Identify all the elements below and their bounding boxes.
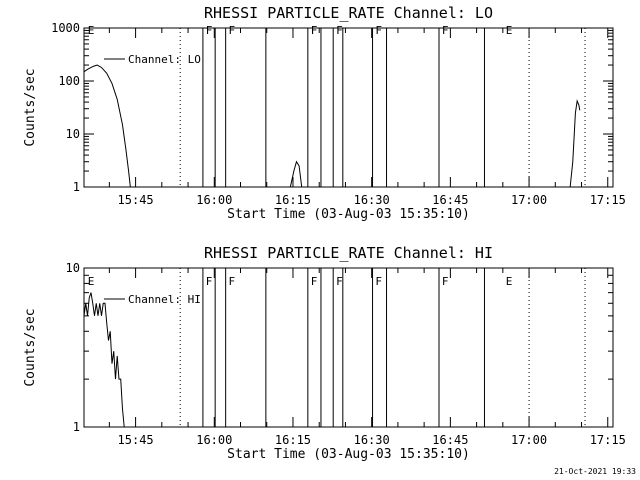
x-tick-label: 16:15 <box>275 193 311 207</box>
plot-frame <box>83 267 614 428</box>
event-flag: E <box>506 275 513 288</box>
event-flag: F <box>375 275 382 288</box>
legend-label: Channel: HI <box>128 293 201 306</box>
series-line <box>289 160 303 188</box>
chart-title: RHESSI PARTICLE_RATE Channel: LO <box>204 4 493 22</box>
chart-panel: RHESSI PARTICLE_RATE Channel: LO 1 10 100 10… <box>23 4 626 222</box>
chart-title: RHESSI PARTICLE_RATE Channel: HI <box>204 244 493 262</box>
series-line <box>569 99 581 188</box>
plot-frame <box>83 27 614 188</box>
event-flag: F <box>229 24 236 37</box>
x-tick-label: 16:30 <box>354 433 390 447</box>
event-flag: F <box>206 24 213 37</box>
y-tick-label: 1 <box>73 420 80 434</box>
x-tick-label: 16:45 <box>432 433 468 447</box>
x-tick-label: 17:00 <box>511 433 547 447</box>
event-flag: F <box>206 275 213 288</box>
x-tick-label: 16:30 <box>354 193 390 207</box>
series-line <box>83 292 125 428</box>
x-tick-label: 16:00 <box>196 193 232 207</box>
event-flag: F <box>442 275 449 288</box>
chart-panel: RHESSI PARTICLE_RATE Channel: HI 1 10 Count… <box>23 244 626 462</box>
event-flag: E <box>506 24 513 37</box>
x-axis-label: Start Time (03-Aug-03 15:35:10) <box>227 447 470 462</box>
x-axis-label: Start Time (03-Aug-03 15:35:10) <box>227 207 470 222</box>
x-tick-label: 15:45 <box>118 433 154 447</box>
timestamp-label: 21-Oct-2021 19:33 <box>554 467 636 476</box>
event-flag: E <box>88 275 95 288</box>
x-tick-label: 15:45 <box>118 193 154 207</box>
event-flag: F <box>311 24 318 37</box>
event-flag: F <box>442 24 449 37</box>
x-tick-label: 17:00 <box>511 193 547 207</box>
y-tick-label: 1000 <box>51 21 80 35</box>
y-tick-label: 100 <box>58 74 80 88</box>
y-tick-label: 1 <box>73 180 80 194</box>
x-tick-label: 16:15 <box>275 433 311 447</box>
legend-label: Channel: LO <box>128 53 201 66</box>
y-axis-label: Counts/sec <box>23 308 38 386</box>
event-flag: F <box>375 24 382 37</box>
x-tick-label: 16:45 <box>432 193 468 207</box>
series-line <box>83 64 131 188</box>
event-flag: F <box>336 275 343 288</box>
y-axis-label: Counts/sec <box>23 68 38 146</box>
y-tick-label: 10 <box>66 127 80 141</box>
y-tick-label: 10 <box>66 261 80 275</box>
event-flag: F <box>336 24 343 37</box>
x-tick-label: 17:15 <box>590 433 626 447</box>
event-flag: E <box>88 24 95 37</box>
event-flag: F <box>229 275 236 288</box>
event-flag: F <box>311 275 318 288</box>
x-tick-label: 17:15 <box>590 193 626 207</box>
x-tick-label: 16:00 <box>196 433 232 447</box>
